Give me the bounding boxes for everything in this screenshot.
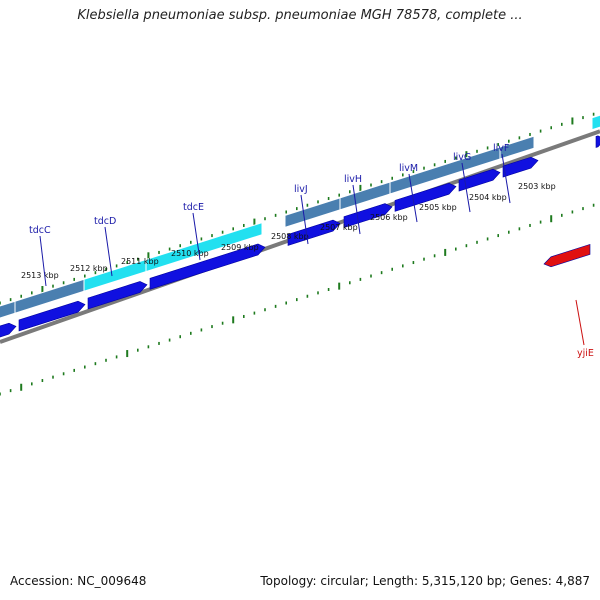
- ruler-label: 2505 kbp: [419, 203, 457, 212]
- gene-label-tdcE: tdcE: [183, 202, 204, 213]
- gene-arrow: [287, 219, 341, 246]
- ruler-label: 2513 kbp: [21, 271, 59, 280]
- gene-track: [0, 135, 600, 338]
- gene-arrow: [458, 168, 501, 192]
- label-leader: [104, 226, 113, 277]
- operon-bar: [145, 222, 263, 273]
- label-leader: [461, 162, 471, 213]
- ruler-label: 2511 kbp: [121, 257, 159, 266]
- outer-tick-track: [0, 112, 595, 305]
- genome-stats-text: Topology: circular; Length: 5,315,120 bp…: [260, 574, 590, 588]
- ruler-label: 2510 kbp: [171, 249, 209, 258]
- gene-labels: tdcC tdcD tdcE livJ livH livM livG livF yjiE: [29, 143, 594, 359]
- operon-bar: [591, 114, 600, 131]
- ruler-label: 2508 kbp: [271, 232, 309, 241]
- gene-arrow: [18, 300, 86, 332]
- gene-label-livH: livH: [344, 174, 362, 185]
- gene-label-tdcC: tdcC: [29, 225, 51, 236]
- label-leader: [39, 235, 47, 287]
- ruler-label: 2509 kbp: [221, 243, 259, 252]
- gene-arrow: [343, 203, 393, 229]
- gene-arrow: [394, 182, 457, 212]
- gene-arrow: [502, 156, 539, 178]
- ruler-labels: 2513 kbp 2512 kbp 2511 kbp 2510 kbp 2509 kbp…: [21, 182, 556, 280]
- map-title: Klebsiella pneumoniae subsp. pneumoniae …: [77, 8, 523, 23]
- gene-label-livF: livF: [493, 143, 509, 154]
- accession-text: Accession: NC_009648: [10, 574, 147, 588]
- gene-arrow: [87, 281, 148, 310]
- gene-arrow-reverse: [543, 243, 591, 268]
- inner-tick-track: [0, 203, 595, 396]
- gene-label-yjiE: yjiE: [577, 348, 594, 359]
- gene-label-livG: livG: [453, 152, 471, 163]
- gene-label-tdcD: tdcD: [94, 216, 116, 227]
- gene-arrow: [0, 322, 17, 338]
- label-leader: [352, 184, 361, 235]
- ruler-label: 2507 kbp: [320, 223, 358, 232]
- operon-bar: [499, 135, 535, 160]
- label-leader: [300, 194, 309, 245]
- gene-label-livM: livM: [399, 163, 418, 174]
- gene-arrow: [595, 135, 600, 148]
- operon-bar: [0, 300, 16, 319]
- label-leader: [192, 212, 201, 261]
- gene-label-livJ: livJ: [294, 184, 308, 195]
- label-leader: [575, 299, 585, 346]
- operon-track: [0, 114, 600, 319]
- ruler-label: 2504 kbp: [469, 193, 507, 202]
- ruler-label: 2503 kbp: [518, 182, 556, 191]
- label-leader: [501, 153, 511, 204]
- ruler-label: 2512 kbp: [70, 264, 108, 273]
- label-leader: [408, 173, 418, 223]
- gene-arrow: [149, 243, 266, 290]
- ruler-label: 2506 kbp: [370, 213, 408, 222]
